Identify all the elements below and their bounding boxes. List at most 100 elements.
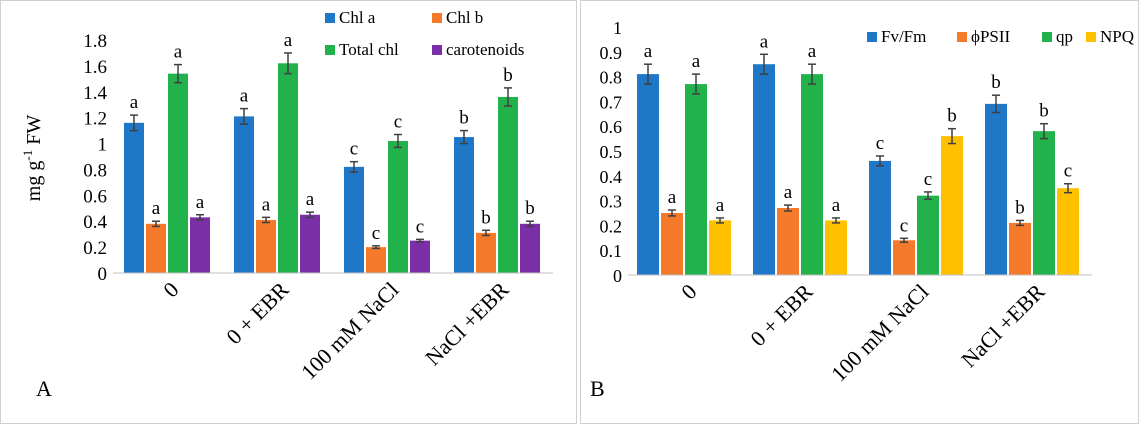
chart-b-bar (685, 84, 707, 275)
chart-b-ytick-label: 0.4 (600, 167, 623, 187)
chart-a-bar (300, 214, 320, 273)
chart-b-legend-label: ϕPSII (971, 27, 1011, 46)
chart-a-bar (256, 219, 276, 273)
chart-a-significance-letter: a (262, 194, 271, 215)
chart-b-ytick-label: 0.8 (600, 68, 623, 88)
chart-b-significance-letter: a (760, 31, 769, 52)
chart-a-legend-label: Chl a (339, 8, 376, 27)
chart-b-legend-label: Fv/Fm (881, 27, 926, 46)
chart-a-ylabel-sup: -1 (20, 150, 35, 161)
chart-b-legend-swatch (867, 32, 877, 42)
chart-b-bar (1009, 222, 1031, 275)
chart-b-ytick-label: 0 (613, 266, 622, 286)
chart-b-bar (893, 240, 915, 275)
chart-b-bar (709, 220, 731, 275)
chart-a-ytick-label: 0.6 (83, 186, 107, 207)
chart-b-panel-label: B (590, 376, 605, 401)
chart-a-significance-letter: b (459, 108, 469, 129)
chart-b-legend-swatch (1086, 32, 1096, 42)
chart-a-legend-swatch (432, 13, 442, 23)
chart-a-significance-letter: a (284, 30, 293, 51)
chart-a-bar (388, 140, 408, 273)
chart-a-significance-letter: a (130, 92, 139, 113)
chart-a-ylabel-part: mg g (23, 161, 45, 202)
chart-a-significance-letter: a (196, 192, 205, 213)
chart-a-legend-label: Total chl (339, 40, 399, 59)
chart-a-bar (366, 247, 386, 273)
chart-a-bar (146, 223, 166, 273)
chart-b-bar (869, 160, 891, 275)
chart-a-ytick-label: 0.2 (83, 238, 107, 259)
chart-b-significance-letter: c (924, 169, 932, 190)
chart-b-bar (637, 74, 659, 276)
chart-b-significance-letter: b (1039, 101, 1049, 122)
chart-b-legend-swatch (957, 32, 967, 42)
chart-a-ylabel-part: FW (23, 115, 45, 150)
chart-a-ytick-label: 1.8 (83, 31, 107, 52)
chart-a-significance-letter: c (416, 216, 424, 237)
chart-a-significance-letter: b (525, 198, 535, 219)
chart-b-significance-letter: a (644, 41, 653, 62)
chart-a-bar (498, 96, 518, 273)
chart-b-bar (985, 103, 1007, 275)
chart-a-ytick-label: 1.4 (83, 83, 107, 104)
chart-a-ytick-label: 1.6 (83, 57, 107, 78)
chart-b-ytick-label: 0.3 (600, 192, 623, 212)
chart-b-legend-label: qp (1056, 27, 1073, 46)
chart-b-significance-letter: c (900, 215, 908, 236)
chart-b-bar (753, 64, 775, 275)
chart-b-legend-label: NPQ (1100, 27, 1134, 46)
chart-a-significance-letter: b (503, 65, 513, 86)
chart-b-significance-letter: a (808, 41, 817, 62)
chart-a-bar (168, 73, 188, 274)
chart-b-bar (917, 195, 939, 275)
chart-a-legend-label: Chl b (446, 8, 483, 27)
chart-b-significance-letter: a (692, 51, 701, 72)
chart-b-bar (1057, 188, 1079, 275)
chart-a-bar (278, 63, 298, 273)
chart-a-significance-letter: c (350, 139, 358, 160)
chart-a-significance-letter: a (174, 42, 183, 63)
chart-a-significance-letter: a (306, 189, 315, 210)
chart-b-ytick-label: 0.6 (600, 117, 623, 137)
chart-a-ylabel: mg g-1 FW (20, 115, 45, 202)
chart-b-legend-swatch (1042, 32, 1052, 42)
chart-b-significance-letter: b (947, 106, 957, 127)
chart-a-legend-swatch (432, 45, 442, 55)
chart-a-ytick-label: 1.2 (83, 109, 107, 130)
chart-panel-a: 0 0.2 0.4 0.6 0.8 1 1.2 1.4 1.6 1.8 mg g-1 FW a a a a a… (0, 0, 577, 424)
chart-a-panel-label: A (36, 376, 52, 401)
chart-b-ytick-label: 1 (613, 18, 622, 38)
chart-b-bar (1033, 131, 1055, 275)
chart-a-legend-swatch (325, 45, 335, 55)
chart-b-significance-letter: a (832, 195, 841, 216)
chart-a-significance-letter: a (240, 86, 249, 107)
chart-a-bar (190, 217, 210, 273)
chart-b-bar (825, 220, 847, 275)
chart-a-significance-letter: c (372, 223, 380, 244)
chart-b-bar (941, 136, 963, 275)
chart-a-ytick-label: 1 (98, 135, 108, 156)
chart-a-ytick-label: 0.8 (83, 160, 107, 181)
chart-a-svg: 0 0.2 0.4 0.6 0.8 1 1.2 1.4 1.6 1.8 mg g-1 FW a a a a a… (0, 0, 577, 424)
chart-b-significance-letter: a (716, 195, 725, 216)
chart-a-significance-letter: a (152, 198, 161, 219)
chart-a-significance-letter: c (394, 111, 402, 132)
chart-b-ytick-label: 0.7 (600, 92, 623, 112)
chart-a-bar (454, 137, 474, 273)
chart-b-significance-letter: c (876, 133, 884, 154)
chart-b-ytick-label: 0.1 (600, 241, 623, 261)
chart-b-bar (801, 74, 823, 276)
chart-b-significance-letter: b (1015, 197, 1025, 218)
chart-b-significance-letter: c (1064, 161, 1072, 182)
chart-b-significance-letter: a (784, 182, 793, 203)
chart-panel-b: 0 0.1 0.2 0.3 0.4 0.5 0.6 0.7 0.8 0.9 1 a a a a a a a a c c c… (580, 0, 1139, 424)
chart-a-legend-swatch (325, 13, 335, 23)
chart-b-svg: 0 0.1 0.2 0.3 0.4 0.5 0.6 0.7 0.8 0.9 1 a a a a a a a a c c c… (580, 0, 1139, 424)
chart-a-bar (476, 232, 496, 273)
chart-a-legend-label: carotenoids (446, 40, 524, 59)
chart-a-bar (124, 122, 144, 273)
chart-b-bar (777, 208, 799, 275)
chart-a-significance-letter: b (481, 207, 491, 228)
chart-a-bar (234, 116, 254, 273)
